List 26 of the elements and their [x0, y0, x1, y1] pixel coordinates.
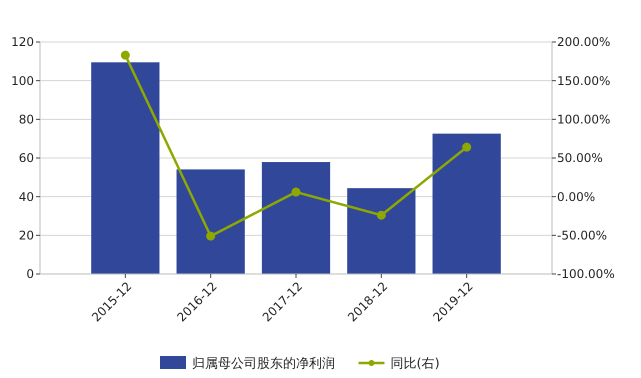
y2-tick-label: 150.00% — [557, 74, 610, 88]
bar — [91, 62, 160, 274]
y2-tick-label: 0.00% — [557, 190, 596, 204]
y-tick-label: 80 — [18, 112, 34, 127]
y2-tick-label: 200.00% — [557, 35, 610, 50]
bar — [176, 169, 245, 274]
bar — [347, 188, 416, 274]
y-tick-label: 0 — [26, 267, 34, 282]
y-tick-label: 100 — [11, 74, 34, 88]
y-tick-label: 40 — [18, 190, 34, 204]
y-tick-label: 60 — [18, 151, 34, 166]
point — [292, 188, 300, 197]
point — [120, 50, 130, 60]
bar — [432, 134, 501, 274]
y2-tick-label: -100.00% — [557, 267, 615, 282]
point — [376, 210, 386, 220]
point — [462, 142, 472, 152]
bar — [262, 162, 330, 274]
y-tick-label: 20 — [18, 228, 34, 243]
legend-label: 归属母公司股东的净利润 — [192, 356, 335, 372]
y2-tick-label: 50.00% — [557, 151, 603, 166]
legend-label: 同比(右) — [390, 356, 440, 372]
y2-tick-label: 100.00% — [557, 112, 610, 127]
y2-tick-label: -50.00% — [557, 228, 608, 243]
point — [206, 232, 216, 241]
y-tick-label: 120 — [11, 35, 34, 50]
